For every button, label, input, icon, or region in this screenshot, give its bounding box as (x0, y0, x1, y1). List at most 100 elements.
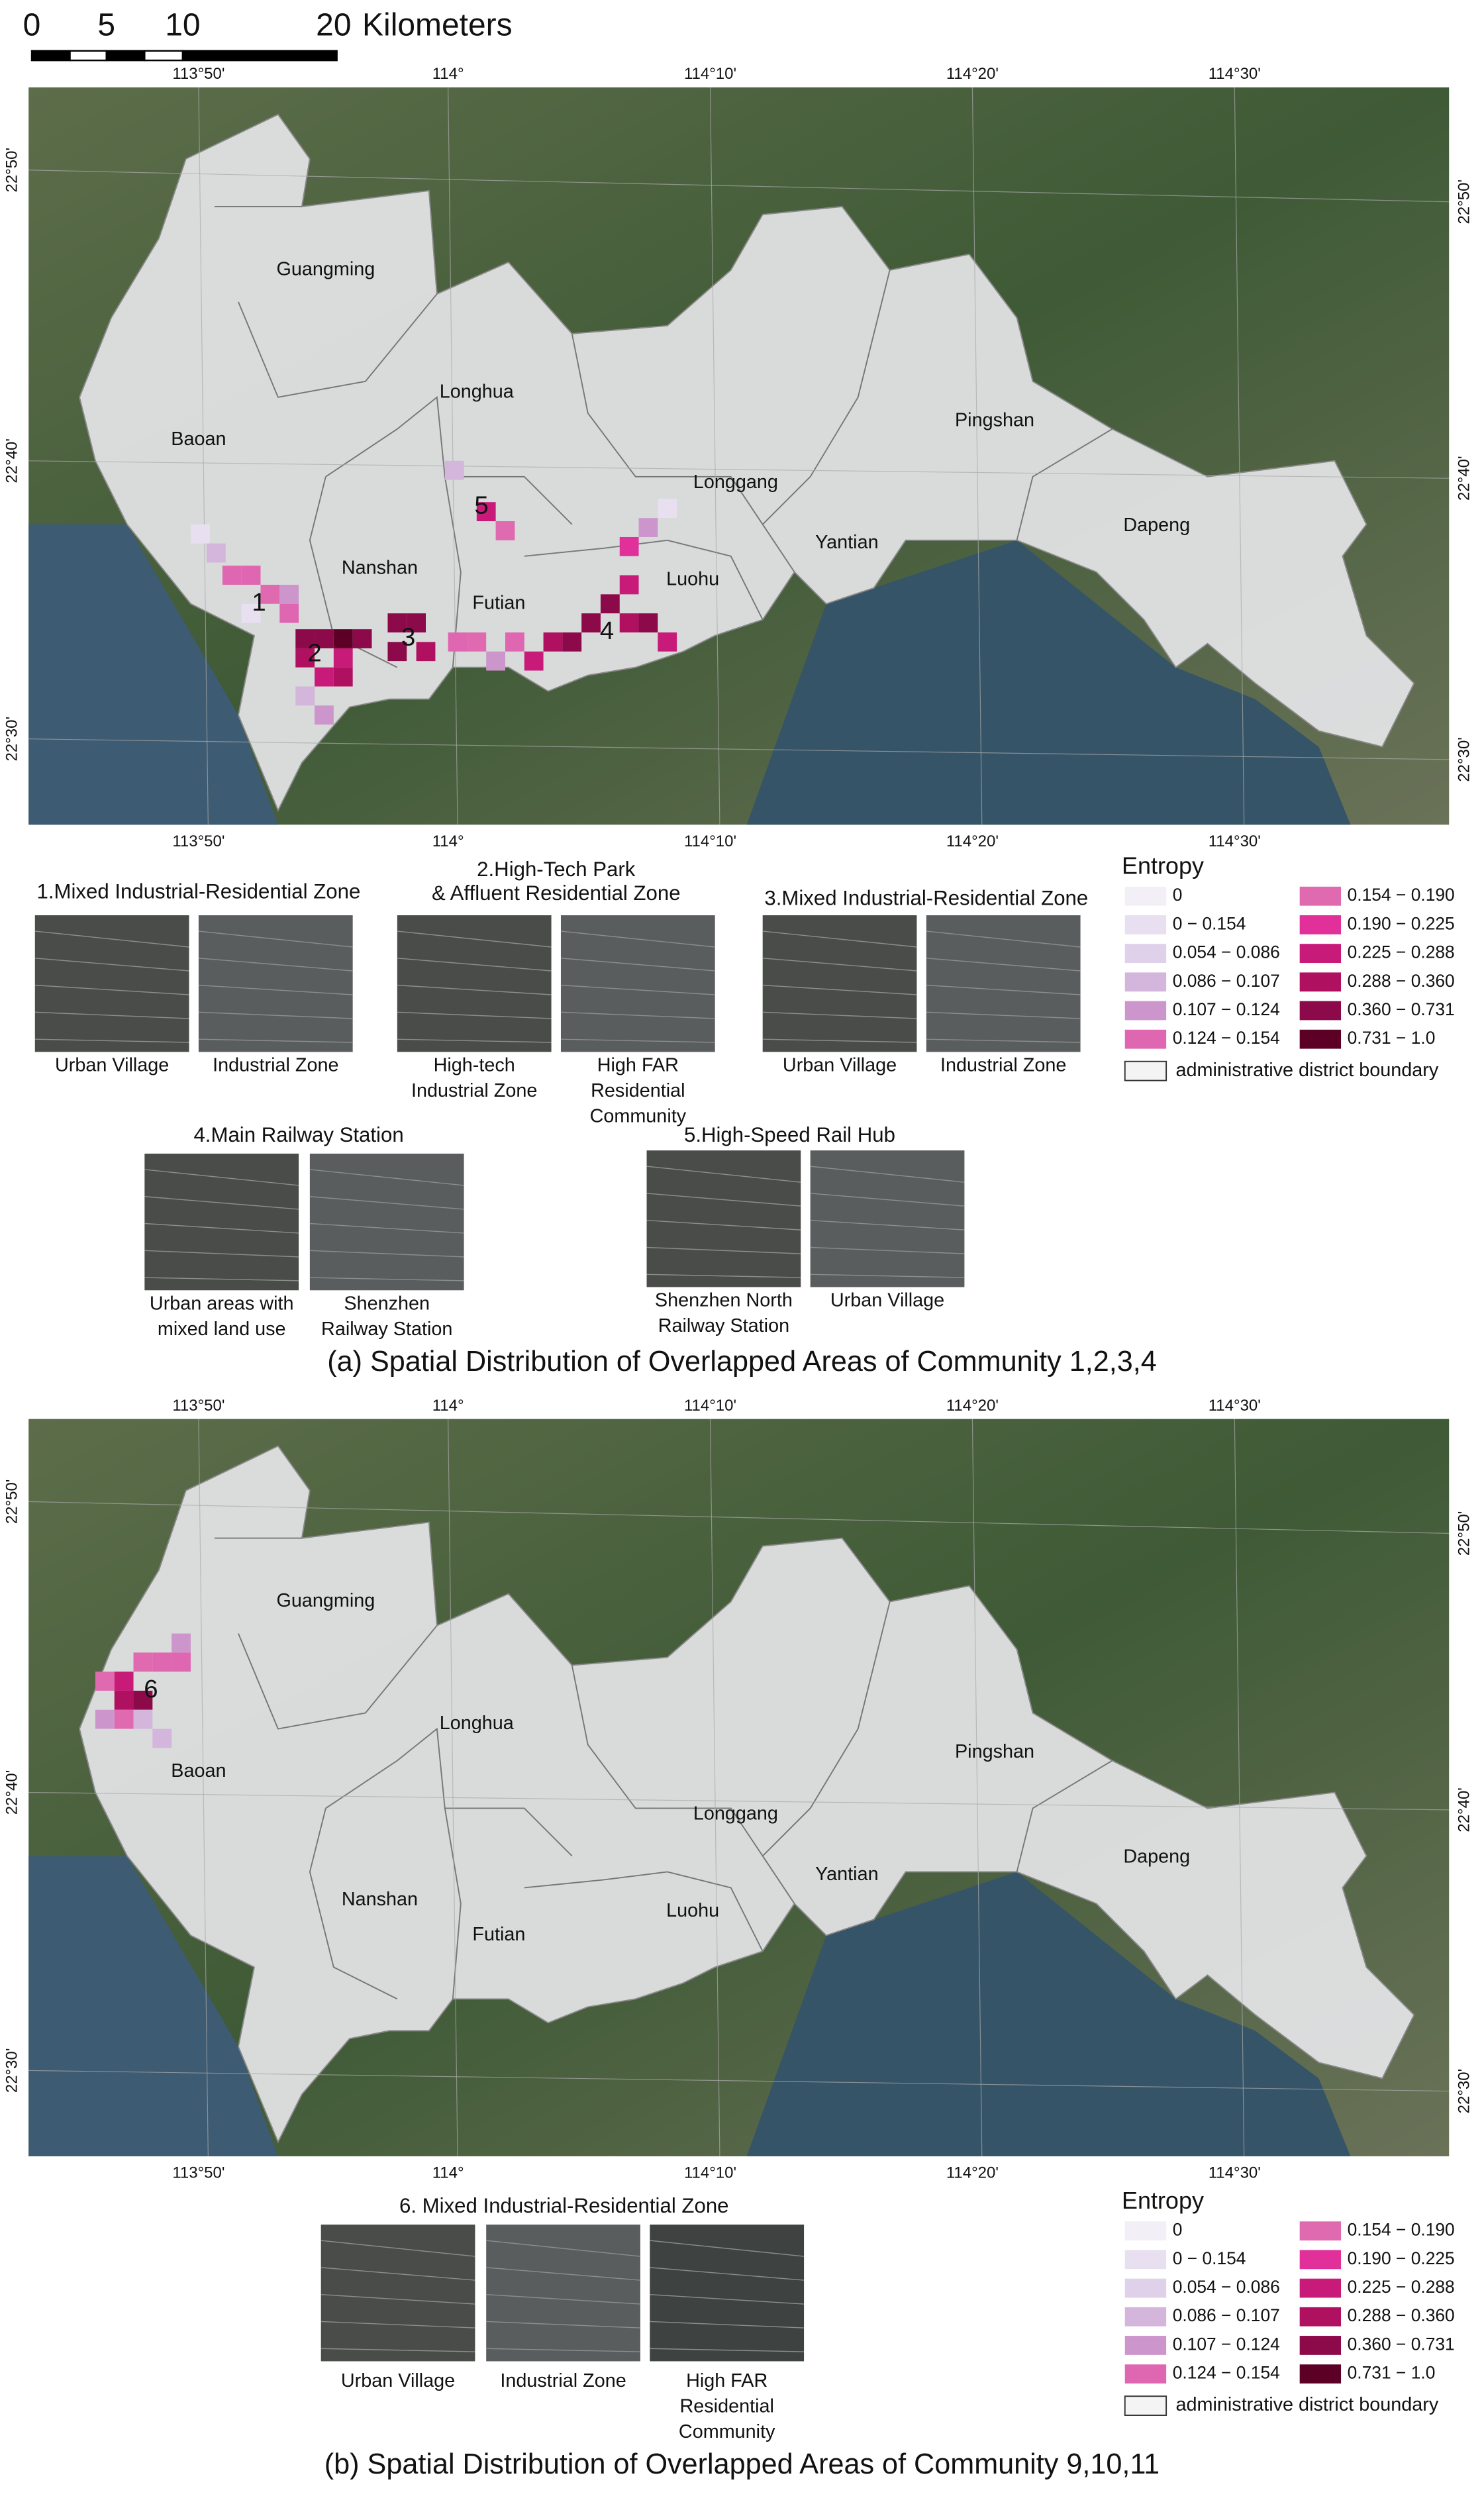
latitude-label: 22°40' (3, 1770, 21, 1815)
legend-label: 0.124 − 0.154 (1173, 2363, 1280, 2383)
legend-label: 0 − 0.154 (1173, 913, 1246, 933)
longitude-label: 113°50' (172, 1397, 224, 1415)
latitude-label: 22°40' (1456, 456, 1473, 501)
district-label: Luohu (666, 568, 719, 589)
thumbnail-texture (486, 2348, 640, 2352)
district-label: Longhua (440, 1713, 514, 1734)
entropy-cell (333, 648, 353, 668)
legend-label: 0.054 − 0.086 (1173, 2277, 1280, 2297)
entropy-cell (295, 648, 315, 668)
thumbnail-texture (397, 1011, 552, 1019)
district-label: Nanshan (342, 558, 418, 579)
city-area (78, 1445, 1415, 2144)
entropy-cell (416, 642, 436, 662)
legend-label: 0.107 − 0.124 (1173, 2334, 1280, 2354)
thumbnail-caption: Residential (591, 1080, 685, 1101)
district-label: Guangming (276, 1590, 375, 1611)
entropy-cell (295, 629, 315, 648)
entropy-cell (95, 1709, 115, 1729)
thumbnail-caption: High FAR (686, 2370, 767, 2391)
thumbnail-texture (321, 2321, 475, 2329)
latitude-label: 22°50' (1456, 179, 1473, 225)
thumbnail-caption: Community (679, 2421, 775, 2442)
longitude-label: 114° (432, 2164, 464, 2182)
map-panel (28, 87, 1450, 825)
entropy-cell (172, 1652, 191, 1672)
thumbnail-texture (486, 2321, 640, 2329)
thumbnail-texture (926, 1038, 1081, 1043)
entropy-cell (638, 613, 658, 632)
thumbnail-caption: mixed land use (158, 1319, 286, 1340)
thumbnail-texture (34, 930, 189, 948)
sea (28, 524, 278, 825)
thumbnail-texture (560, 930, 715, 948)
graticule (28, 1791, 1450, 1811)
longitude-label: 113°50' (172, 65, 224, 83)
longitude-label: 114°10' (684, 832, 736, 850)
thumbnail-texture (560, 958, 715, 972)
zone-title: 2.High-Tech Park (477, 858, 636, 881)
scale-segment (69, 50, 107, 62)
scale-tick-label: 5 (97, 7, 115, 42)
longitude-label: 114°30' (1209, 832, 1261, 850)
legend-swatch (1124, 1001, 1167, 1021)
thumbnail-texture (309, 1169, 464, 1186)
sea (746, 540, 1351, 825)
scale-tick-label: 10 (165, 7, 200, 42)
thumbnail-caption: Industrial Zone (213, 1055, 338, 1076)
longitude-label: 114°10' (684, 65, 736, 83)
graticule (1234, 1419, 1245, 2156)
entropy-cell (295, 686, 315, 706)
legend-label: 0.154 − 0.190 (1348, 2220, 1455, 2240)
district-boundary (238, 293, 438, 398)
thumbnail-texture (810, 1166, 965, 1183)
district-boundary (1016, 428, 1113, 541)
legend-swatch (1299, 1001, 1342, 1021)
district-boundary (762, 1601, 891, 1857)
thumbnail-texture (810, 1274, 965, 1278)
scale-tick-label: 0 (23, 7, 41, 42)
thumbnail (646, 1150, 801, 1287)
longitude-label: 114°10' (684, 1397, 736, 1415)
thumbnail-texture (650, 2293, 805, 2305)
thumbnail-texture (560, 1011, 715, 1019)
zone-title: 3.Mixed Industrial-Residential Zone (764, 886, 1088, 909)
thumbnail (309, 1153, 464, 1291)
latitude-label: 22°50' (1456, 1511, 1473, 1556)
graticule (198, 87, 209, 825)
longitude-label: 114°30' (1209, 65, 1261, 83)
sea (746, 1872, 1351, 2156)
entropy-cell (152, 1729, 172, 1748)
district-label: Luohu (666, 1900, 719, 1921)
thumbnail (198, 915, 353, 1052)
latitude-label: 22°40' (3, 438, 21, 483)
district-label: Futian (472, 1924, 525, 1945)
district-boundary (325, 1727, 573, 1857)
thumbnail-texture (650, 2240, 805, 2257)
scale-segment (144, 50, 184, 62)
thumbnail-texture (34, 1011, 189, 1019)
district-boundary (571, 333, 795, 573)
thumbnail-texture (309, 1223, 464, 1234)
legend-swatch (1299, 1029, 1342, 1049)
city-area (78, 113, 1415, 812)
zone-title: 6. Mixed Industrial-Residential Zone (399, 2194, 729, 2217)
thumbnail-texture (560, 1038, 715, 1043)
thumbnail-caption: Residential (680, 2396, 774, 2417)
graticule (709, 1419, 720, 2156)
thumbnail-texture (646, 1193, 801, 1207)
entropy-cell (524, 651, 544, 671)
thumbnail (650, 2225, 805, 2362)
entropy-cell (333, 629, 353, 648)
thumbnail-caption: Urban Village (341, 2370, 455, 2391)
entropy-cell (495, 521, 515, 540)
graticule (1234, 87, 1245, 825)
entropy-cell (407, 613, 426, 632)
entropy-cell (638, 518, 658, 537)
thumbnail-texture (309, 1250, 464, 1258)
thumbnail-texture (321, 2267, 475, 2281)
district-boundary (762, 270, 891, 525)
entropy-cell (333, 667, 353, 687)
entropy-cell (114, 1709, 134, 1729)
district-label: Longhua (440, 381, 514, 402)
